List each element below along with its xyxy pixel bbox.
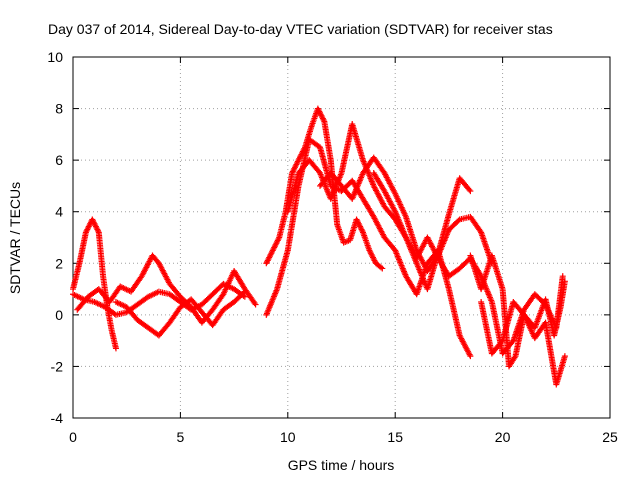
y-tick-labels: -4 -2 0 2 4 6 8 10: [47, 49, 63, 426]
y-tick-label: 4: [55, 204, 63, 220]
x-tick-label: 25: [602, 429, 618, 445]
series-track-1: [70, 216, 119, 352]
series-track-5: [263, 105, 386, 272]
x-tick-label: 10: [280, 429, 296, 445]
y-tick-label: 10: [47, 49, 63, 65]
data-point: [379, 265, 386, 272]
x-axis-label: GPS time / hours: [288, 457, 395, 473]
x-tick-label: 15: [387, 429, 403, 445]
series-track-4: [112, 288, 248, 339]
data-point: [467, 353, 474, 360]
y-tick-label: 0: [55, 307, 63, 323]
y-tick-label: 8: [55, 101, 63, 117]
trace-mark: [240, 289, 247, 296]
trace-mark: [466, 186, 473, 193]
data-point: [561, 278, 568, 285]
data-point: [252, 301, 259, 308]
data-point: [467, 188, 474, 195]
x-tick-labels: 0 5 10 15 20 25: [69, 429, 618, 445]
x-tick-label: 5: [177, 429, 185, 445]
data-points: [70, 105, 568, 388]
y-tick-label: 6: [55, 152, 63, 168]
plot-frame: [72, 56, 611, 419]
series-track-10: [467, 252, 568, 370]
data-point: [112, 345, 119, 352]
trace-mark: [378, 264, 385, 271]
data-point: [561, 353, 568, 360]
y-tick-label: 2: [55, 255, 63, 271]
x-tick-label: 20: [495, 429, 511, 445]
data-point: [559, 273, 566, 280]
chart-title: Day 037 of 2014, Sidereal Day-to-day VTE…: [48, 21, 553, 37]
x-tick-label: 0: [69, 429, 77, 445]
y-tick-label: -2: [51, 358, 64, 374]
data-point: [241, 288, 248, 295]
axis-ticks: [72, 56, 611, 419]
y-axis-label: SDTVAR / TECUs: [7, 182, 23, 294]
y-tick-label: -4: [51, 410, 64, 426]
series-track-11: [478, 298, 568, 388]
